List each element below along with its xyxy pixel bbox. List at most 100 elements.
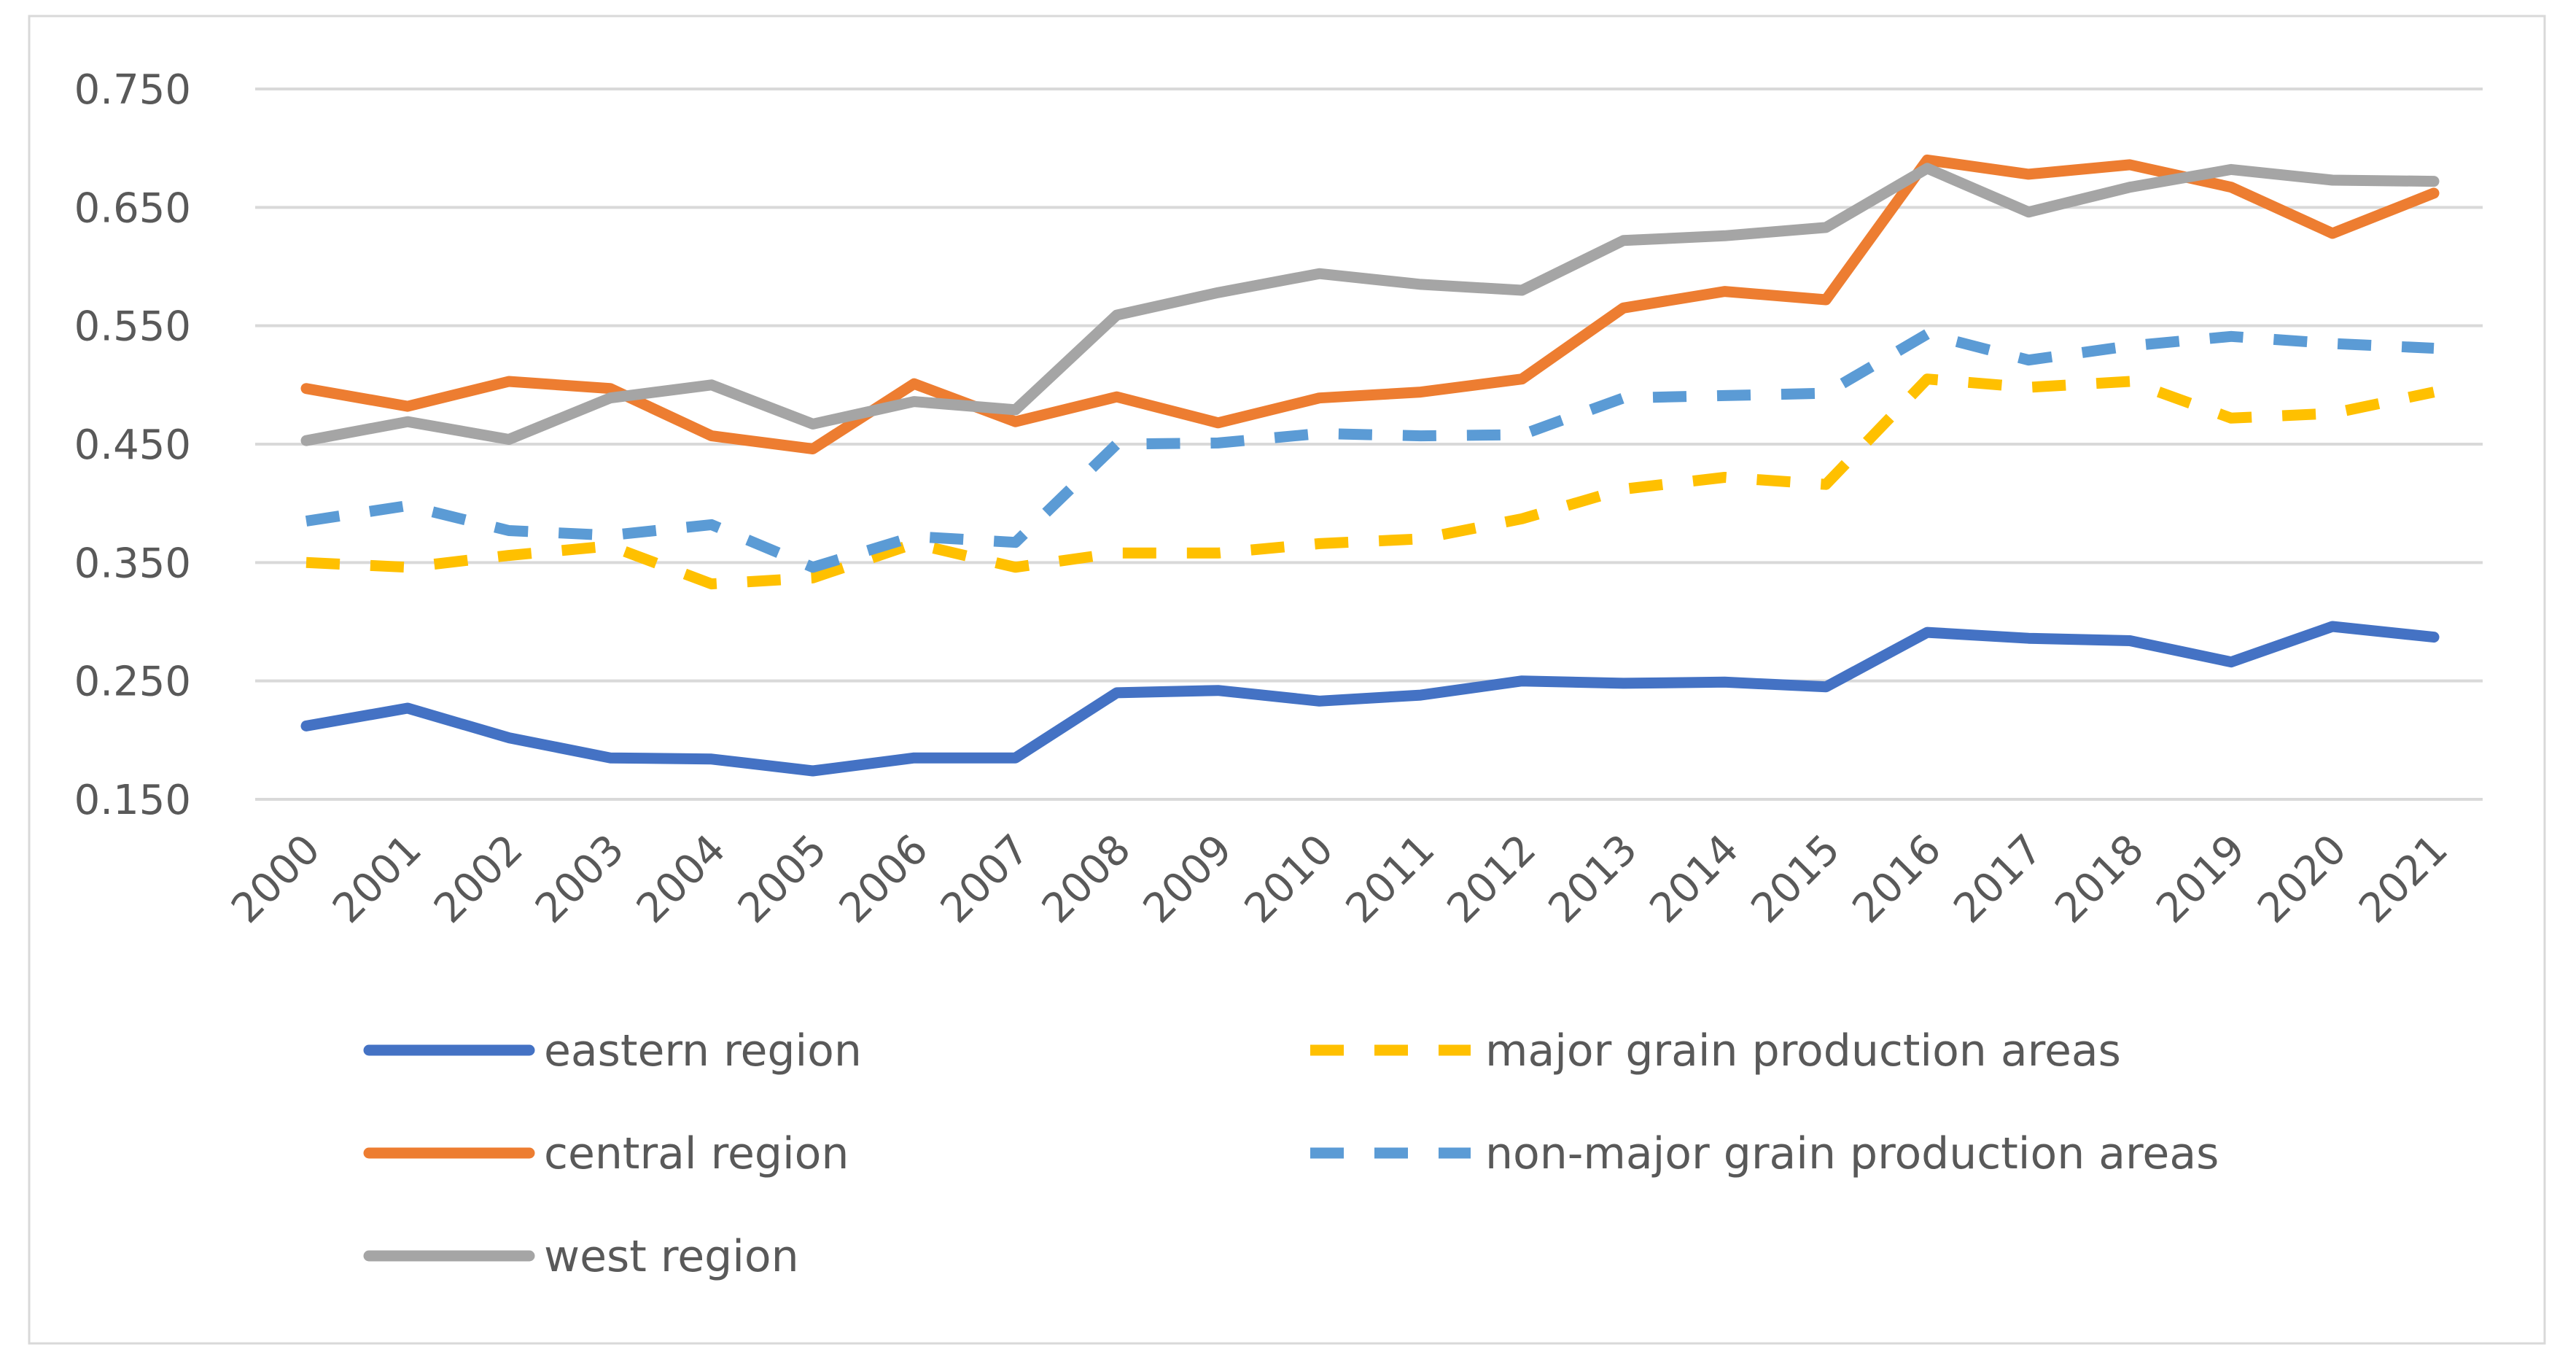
data-point <box>1011 753 1021 763</box>
data-point <box>301 516 311 527</box>
data-point <box>605 393 615 403</box>
data-point <box>1213 438 1223 448</box>
data-point <box>1618 393 1628 403</box>
series-line-west-region <box>300 163 2440 446</box>
data-point <box>1416 534 1426 544</box>
legend-item-eastern-region: eastern region <box>363 1025 862 1076</box>
data-point <box>909 397 919 407</box>
data-point <box>2226 182 2236 193</box>
legend: eastern region central region west region m… <box>363 1025 2219 1282</box>
data-point <box>1821 222 1831 233</box>
data-point <box>402 401 413 411</box>
data-point <box>1213 548 1223 558</box>
y-tick-label: 0.250 <box>74 659 191 706</box>
data-point <box>707 380 717 390</box>
data-point <box>2327 338 2338 349</box>
data-point <box>1618 303 1628 313</box>
y-tick-label: 0.450 <box>74 422 191 469</box>
data-point <box>1517 513 1527 524</box>
data-point <box>1112 392 1122 402</box>
data-point <box>909 532 919 542</box>
data-point <box>402 703 413 713</box>
data-point <box>1922 374 1932 384</box>
data-point <box>301 384 311 394</box>
data-point <box>1213 686 1223 696</box>
data-point <box>707 519 717 529</box>
data-point <box>504 526 514 536</box>
data-point <box>707 579 717 589</box>
data-point <box>2429 387 2439 397</box>
data-point <box>2429 176 2439 187</box>
data-point <box>2429 188 2439 198</box>
data-point <box>1315 428 1325 438</box>
data-point <box>2125 182 2135 193</box>
data-point <box>2226 164 2236 174</box>
series-lines <box>300 154 2440 777</box>
y-axis-tick-labels: 0.150 0.250 0.350 0.450 0.550 0.650 0.750 <box>74 66 191 824</box>
data-point <box>1517 430 1527 440</box>
data-point <box>402 562 413 573</box>
data-point <box>2429 344 2439 354</box>
data-point <box>1719 230 1729 241</box>
legend-label: central region <box>544 1128 849 1179</box>
data-point <box>1719 287 1729 297</box>
data-point <box>1922 329 1932 339</box>
data-point <box>2023 207 2034 217</box>
data-point <box>1112 548 1122 558</box>
data-point <box>1112 439 1122 449</box>
data-point <box>1011 538 1021 548</box>
data-point <box>605 753 615 763</box>
data-point <box>605 541 615 551</box>
data-point <box>1719 677 1729 687</box>
data-point <box>707 754 717 764</box>
data-point <box>808 562 818 573</box>
legend-item-non-major-grain-production-areas: non-major grain production areas <box>1310 1128 2219 1179</box>
data-point <box>2327 408 2338 419</box>
data-point <box>605 530 615 540</box>
data-point <box>2226 413 2236 423</box>
data-point <box>1416 431 1426 441</box>
data-point <box>402 416 413 427</box>
data-point <box>808 766 818 776</box>
series-line-central-region <box>300 154 2440 454</box>
data-point <box>1719 473 1729 483</box>
data-point <box>1517 285 1527 295</box>
y-tick-label: 0.750 <box>74 66 191 114</box>
data-point <box>1922 627 1932 637</box>
data-point <box>1416 690 1426 700</box>
series-line-non-major-grain-production-areas <box>305 328 2435 573</box>
data-point <box>2125 341 2135 351</box>
data-point <box>1821 479 1831 489</box>
data-point <box>1112 310 1122 320</box>
data-point <box>301 557 311 567</box>
data-point <box>2125 376 2135 387</box>
data-point <box>402 500 413 511</box>
gridlines <box>255 88 2483 801</box>
legend-label: eastern region <box>544 1025 862 1076</box>
data-point <box>504 733 514 743</box>
data-point <box>2429 632 2439 643</box>
data-point <box>2327 228 2338 238</box>
y-tick-label: 0.650 <box>74 185 191 232</box>
data-point <box>1416 387 1426 397</box>
data-point <box>808 419 818 429</box>
data-point <box>1011 405 1021 415</box>
data-point <box>808 573 818 583</box>
data-point <box>2125 160 2135 170</box>
legend-label: non-major grain production areas <box>1485 1128 2219 1179</box>
data-point <box>1011 416 1021 427</box>
data-point <box>808 444 818 454</box>
data-point <box>1821 295 1831 305</box>
data-point <box>1416 279 1426 290</box>
data-point <box>1821 388 1831 398</box>
data-point <box>2023 382 2034 392</box>
data-point <box>1315 696 1325 706</box>
data-point <box>2023 169 2034 179</box>
data-point <box>504 435 514 445</box>
data-point <box>1213 418 1223 428</box>
data-point <box>1517 676 1527 686</box>
data-point <box>909 753 919 763</box>
data-point <box>2327 175 2338 185</box>
